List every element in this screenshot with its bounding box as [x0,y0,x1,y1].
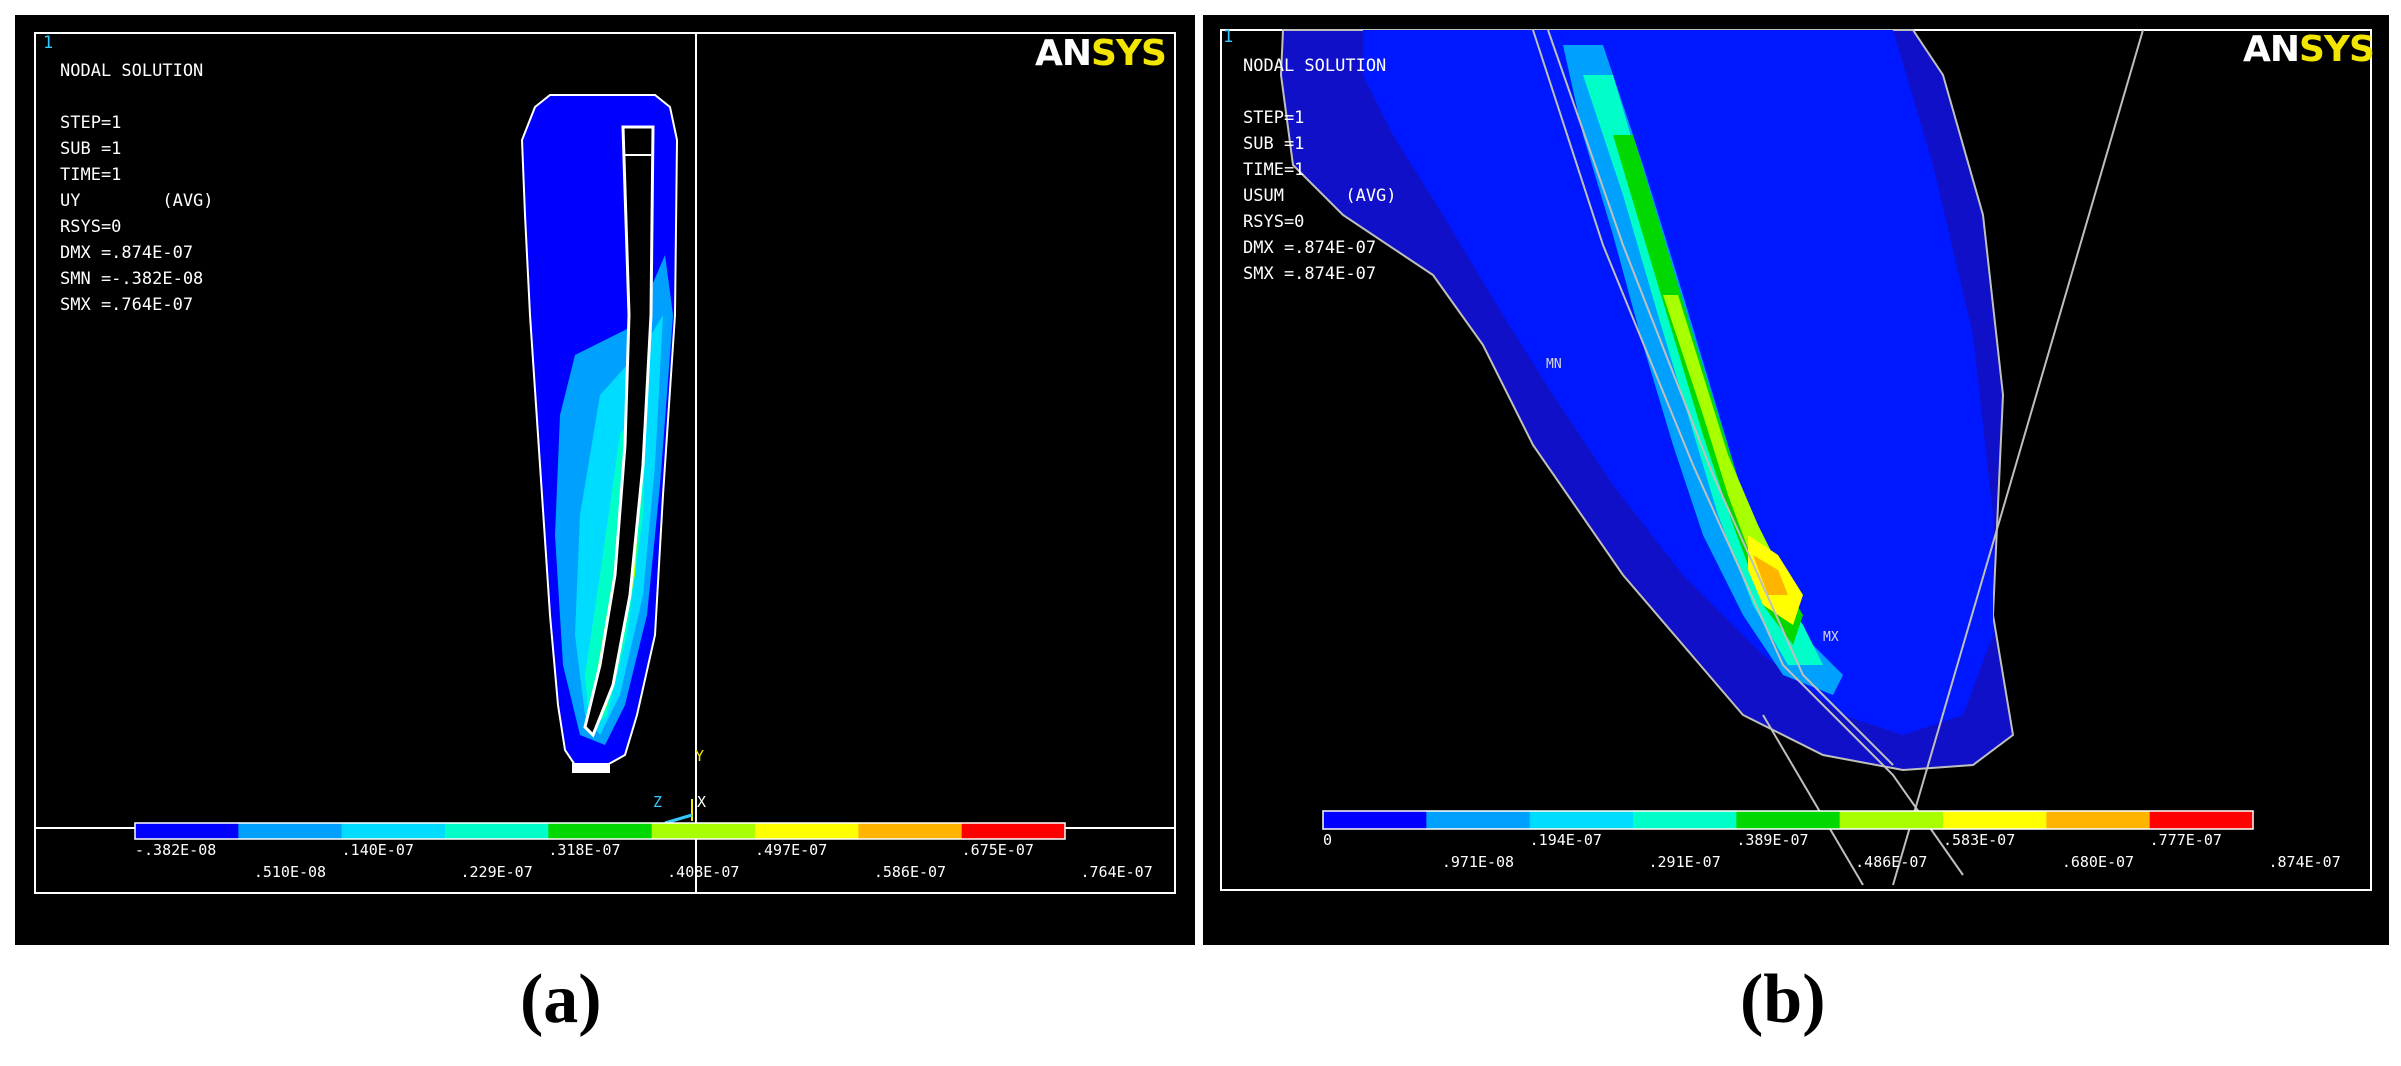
legend-bar [1322,810,2254,830]
caption-b-text: (b) [1740,961,1826,1038]
legend-tick-label: -.382E-08 [135,841,217,859]
legend-swatch [1736,811,1841,829]
legend-tick-label: .874E-07 [2268,853,2341,871]
info-line [60,84,214,110]
legend-swatch [238,823,343,839]
guide-line [1892,29,2144,886]
panel-b-plot [1220,29,2372,891]
legend-tick-label: .680E-07 [2061,853,2135,871]
info-line: SMX =.764E-07 [60,295,194,315]
panel-b-ansys-window: 1 ANSYS NODAL SOLUTION STEP=1 SUB =1 TIME=1… [1203,15,2389,945]
legend-tick-label: .497E-07 [755,841,828,859]
window-number: 1 [43,33,54,53]
legend-swatch [755,823,859,839]
info-line: NODAL SOLUTION [1243,56,1387,76]
legend-swatch [1529,811,1634,829]
legend-swatch [135,823,239,839]
legend-tick-label: .291E-07 [1648,853,1721,871]
info-line: USUM (AVG) [1243,186,1397,206]
legend-bar [134,822,1066,840]
max-marker: MX [1823,630,1839,645]
legend-tick-label: .586E-07 [873,863,947,881]
legend-swatch [651,823,756,839]
triad-y-label: Y [695,747,705,765]
triad-z-axis [664,813,693,825]
caption-b: (b) [1740,960,1826,1040]
legend-swatch [445,823,549,839]
root-apex [572,763,610,773]
contour-yellow-green [1663,295,1788,615]
info-line: DMX =.874E-07 [1243,238,1377,258]
contour-green [1613,135,1803,645]
info-line: UY (AVG) [60,191,214,211]
legend-tick-label: .764E-07 [1080,863,1153,881]
root-canal [583,125,655,738]
info-line: RSYS=0 [1243,212,1305,232]
legend-tick-label: .229E-07 [460,863,533,881]
info-line: TIME=1 [1243,160,1305,180]
info-line: SUB =1 [1243,134,1305,154]
legend-tick-label: .510E-08 [253,863,327,881]
canal-guide-line [1547,29,1894,766]
legend-swatch [548,823,653,839]
info-line: RSYS=0 [60,217,122,237]
info-line: SMN =-.382E-08 [60,269,204,289]
legend-tick-label: .971E-08 [1441,853,1515,871]
panel-a-plot [34,32,1176,894]
legend-outline [134,822,1066,840]
legend-swatch [1633,811,1737,829]
caption-a: (a) [520,960,602,1040]
logo-sys: SYS [1091,33,1167,74]
logo-an: AN [2243,29,2300,70]
logo-sys: SYS [2299,29,2375,70]
ansys-logo: ANSYS [2243,29,2375,70]
legend-tick-label: .194E-07 [1529,831,1602,849]
legend-tick-label: .389E-07 [1736,831,1809,849]
legend-tick-label: .583E-07 [1943,831,2016,849]
info-line: SMX =.874E-07 [1243,264,1377,284]
legend-tick-label: .408E-07 [667,863,740,881]
window-number: 1 [1223,27,1234,47]
legend-swatch [961,823,1066,839]
legend-swatch [1426,811,1531,829]
solution-info: NODAL SOLUTION STEP=1 SUB =1 TIME=1 USUM (AV… [1243,53,1397,287]
legend-swatch [341,823,446,839]
caption-a-text: (a) [520,961,602,1038]
contour-orange [1753,555,1788,595]
canal-guide-line [1532,29,1964,876]
info-line: DMX =.874E-07 [60,243,194,263]
legend-tick-label: 0 [1323,831,1333,849]
legend-tick-label: .777E-07 [2149,831,2222,849]
logo-an: AN [1035,33,1092,74]
info-line: TIME=1 [60,165,122,185]
legend-tick-label: .486E-07 [1855,853,1928,871]
info-line: NODAL SOLUTION [60,61,204,81]
legend-swatch [1839,811,1944,829]
triad-z-label: Z [653,793,663,811]
legend-outline [1322,810,2254,830]
legend-tick-label: .318E-07 [548,841,621,859]
legend-swatch [1943,811,2047,829]
ansys-logo: ANSYS [1035,33,1167,74]
info-line: STEP=1 [1243,108,1305,128]
info-line: SUB =1 [60,139,122,159]
info-line [1243,79,1397,105]
min-marker: MN [1546,357,1562,372]
panel-a-ansys-window: 1 ANSYS NODAL SOLUTION STEP=1 SUB =1 TIME=1… [15,15,1195,945]
guide-line [1762,714,1864,886]
solution-info: NODAL SOLUTION STEP=1 SUB =1 TIME=1 UY (AVG)… [60,58,214,318]
legend-swatch [858,823,963,839]
legend-tick-label: .140E-07 [341,841,414,859]
legend-tick-label: .675E-07 [961,841,1034,859]
legend-swatch [2046,811,2151,829]
legend-swatch [2149,811,2254,829]
legend-swatch [1323,811,1427,829]
info-line: STEP=1 [60,113,122,133]
triad-x-label: X [697,793,707,811]
